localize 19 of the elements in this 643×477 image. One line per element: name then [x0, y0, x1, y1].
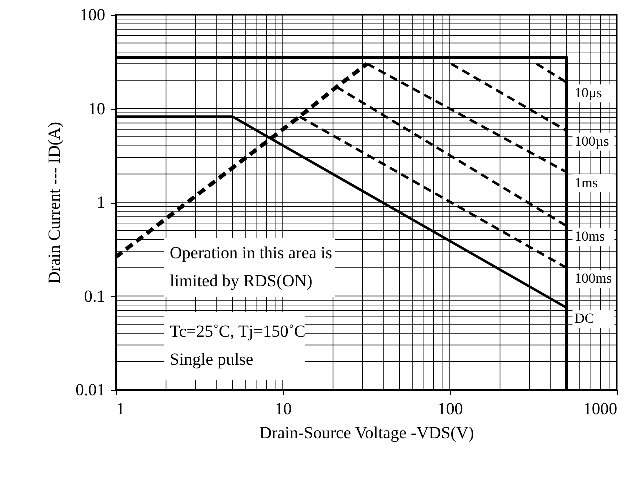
x-axis-title: Drain-Source Voltage -VDS(V)	[260, 424, 474, 442]
annotation: Operation in this area is limited by RDS(ON)	[170, 244, 332, 290]
annotation: Tc=25˚C, Tj=150˚C Single pulse	[170, 322, 306, 369]
y-axis-title: Drain Current --- ID(A)	[44, 122, 64, 284]
series-label: 10µs	[574, 86, 602, 102]
series-label: DC	[574, 312, 594, 327]
x-tick-label: 100	[438, 400, 464, 418]
y-tick-label: 0.01	[76, 380, 106, 400]
y-tick-label: 1	[97, 193, 106, 212]
series-label: 100ms	[574, 272, 612, 288]
x-tick-label: 1000	[584, 400, 618, 418]
series-label: 1ms	[574, 176, 598, 192]
y-tick-label: 100	[80, 6, 106, 24]
y-tick-label: 10	[88, 99, 106, 118]
series-label: 100µs	[574, 134, 610, 150]
series-label: 10ms	[574, 230, 606, 246]
x-tick-label: 1	[116, 400, 125, 418]
y-tick-label: 0.1	[84, 286, 106, 306]
x-tick-label: 10	[275, 400, 292, 418]
